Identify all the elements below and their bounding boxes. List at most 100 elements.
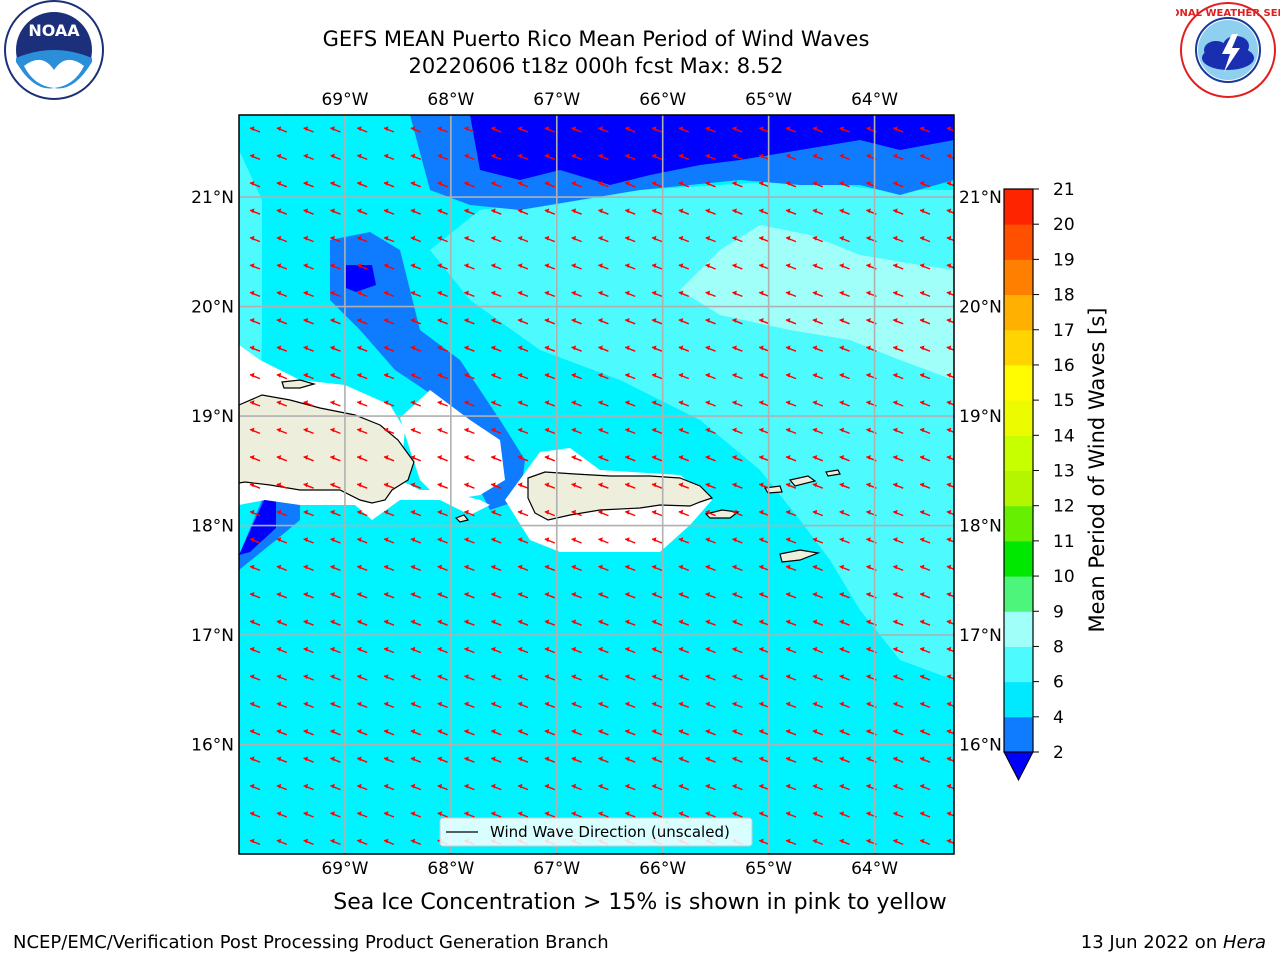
wave-arrow-head: [705, 509, 711, 515]
wave-arrow-head: [625, 318, 630, 323]
wave-arrow-head: [384, 783, 389, 789]
wave-arrow-head: [410, 181, 416, 186]
wave-arrow-head: [464, 509, 469, 515]
wave-arrow-head: [357, 126, 362, 131]
colorbar-segment: [1004, 364, 1033, 401]
wave-arrow-head: [946, 619, 952, 625]
wave-arrow-head: [571, 400, 577, 405]
wave-arrow-head: [276, 646, 282, 652]
wave-arrow-head: [303, 427, 309, 433]
wave-arrow-head: [812, 263, 818, 268]
wave-arrow-head: [759, 564, 764, 570]
wave-arrow-head: [410, 509, 416, 515]
wave-arrow-head: [732, 318, 737, 323]
wave-arrow-head: [330, 181, 335, 186]
wave-arrow-head: [893, 427, 898, 433]
wave-arrow-head: [571, 592, 577, 597]
wave-arrow-head: [491, 427, 496, 433]
wave-arrow-head: [384, 674, 389, 679]
wave-arrow-head: [357, 263, 362, 268]
footer-host: Hera: [1222, 932, 1266, 953]
wave-arrow-head: [437, 619, 443, 625]
wave-arrow-head: [303, 619, 309, 625]
wave-arrow-head: [518, 783, 523, 789]
lat-tick-label-left: 19°N: [191, 407, 234, 427]
wave-arrow-head: [410, 674, 416, 679]
land-st-croix: [779, 549, 821, 563]
wave-arrow-head: [839, 181, 845, 186]
wave-arrow-head: [437, 482, 443, 488]
wave-arrow-head: [518, 290, 523, 296]
wave-arrow-head: [598, 318, 603, 323]
wave-arrow-head: [357, 674, 362, 679]
wave-arrow-head: [410, 153, 416, 159]
wave-arrow-head: [946, 372, 952, 378]
lon-tick-label-bottom: 69°W: [321, 859, 368, 879]
wave-arrow-head: [678, 181, 684, 186]
wave-arrow-head: [518, 701, 523, 707]
wave-arrow-head: [786, 263, 791, 268]
wave-arrow-head: [276, 153, 282, 159]
lat-lon-grid: [239, 115, 954, 854]
wave-arrow-head: [571, 537, 577, 542]
colorbar-segment: [1004, 259, 1033, 296]
wave-arrow-head: [410, 619, 416, 625]
lon-tick-label-bottom: 68°W: [427, 859, 474, 879]
wave-arrow-head: [598, 455, 603, 460]
wave-arrow-head: [357, 345, 362, 351]
wave-arrow-head: [303, 509, 309, 515]
wave-arrow-head: [330, 345, 335, 351]
wave-arrow-head: [732, 564, 737, 570]
wave-arrow-head: [250, 263, 255, 268]
wave-arrow-head: [437, 455, 443, 460]
wave-arrow-head: [839, 345, 845, 351]
wave-arrow-head: [920, 181, 925, 186]
wave-arrow-head: [759, 674, 764, 679]
wave-arrow-head: [357, 783, 362, 789]
wave-arrow-head: [866, 509, 871, 515]
wave-arrow-head: [920, 427, 925, 433]
colorbar-tick-label: 2: [1053, 743, 1064, 763]
wave-arrow-head: [518, 564, 523, 570]
wave-arrow-head: [357, 400, 362, 405]
wave-arrow-head: [464, 345, 469, 351]
colorbar-segment: [1004, 505, 1033, 542]
wave-arrow-head: [839, 427, 845, 433]
wave-arrow-head: [625, 619, 630, 625]
colorbar-tick-label: 19: [1053, 250, 1075, 270]
wave-arrow-head: [920, 592, 925, 597]
wave-arrow-head: [812, 455, 818, 460]
wave-arrow-head: [812, 701, 818, 707]
wave-arrow-head: [410, 455, 416, 460]
wave-arrow-head: [625, 126, 630, 131]
wave-arrow-head: [571, 482, 577, 488]
wave-arrow-head: [491, 646, 496, 652]
wave-arrow-head: [357, 756, 362, 762]
wave-arrow-head: [812, 729, 818, 734]
wave-arrow-head: [652, 509, 657, 515]
wave-arrow-head: [464, 646, 469, 652]
wave-arrow-head: [920, 564, 925, 570]
wave-arrow-head: [705, 701, 711, 707]
wave-arrow-head: [625, 564, 630, 570]
wave-arrow-head: [652, 208, 657, 214]
wave-arrow-head: [678, 263, 684, 268]
wave-arrow-head: [544, 537, 550, 542]
wave-arrow-head: [866, 619, 871, 625]
wave-arrow-head: [786, 646, 791, 652]
colorbar-segment: [1004, 716, 1033, 753]
wave-arrow-head: [330, 235, 335, 241]
wave-arrow-head: [544, 400, 550, 405]
wave-arrow-head: [920, 400, 925, 405]
wave-arrow-head: [464, 235, 469, 241]
wave-arrow-head: [625, 482, 630, 488]
wave-arrow-head: [839, 564, 845, 570]
wave-arrow-head: [839, 701, 845, 707]
wave-arrow-head: [705, 153, 711, 159]
colorbar-tick-label: 11: [1053, 532, 1075, 552]
wave-arrow-head: [812, 537, 818, 542]
wave-arrow-head: [920, 646, 925, 652]
wave-arrow-head: [946, 263, 952, 268]
wave-arrow-head: [732, 646, 737, 652]
wave-arrow-head: [491, 318, 496, 323]
